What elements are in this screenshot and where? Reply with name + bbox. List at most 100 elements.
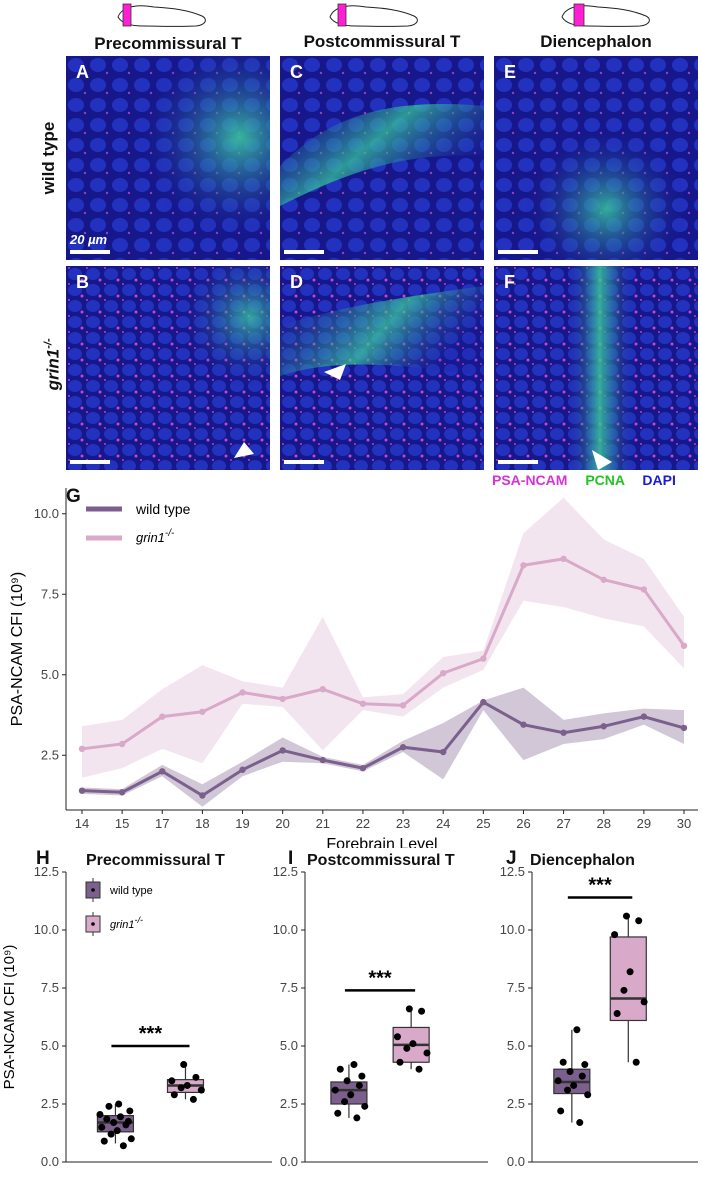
channel-legend: PSA-NCAM PCNA DAPI <box>492 472 676 488</box>
jitter-point <box>168 1077 176 1085</box>
data-point <box>480 698 487 706</box>
jitter-point <box>584 1091 592 1099</box>
data-point <box>239 766 246 773</box>
x-tick-label: 18 <box>195 816 209 831</box>
jitter-point <box>353 1114 361 1122</box>
jitter-point <box>564 1086 572 1094</box>
boxplot-title-precommissural: Precommissural T <box>86 852 225 869</box>
data-point <box>600 723 607 730</box>
x-tick-label: 23 <box>396 816 410 831</box>
scale-bar <box>70 460 110 464</box>
y-tick-label: 5.0 <box>280 1038 298 1053</box>
jitter-point <box>183 1081 191 1089</box>
jitter-point <box>361 1102 369 1110</box>
jitter-point <box>620 986 628 994</box>
jitter-point <box>105 1102 113 1110</box>
box-grin1 <box>609 936 647 1022</box>
jitter-point <box>611 931 619 939</box>
data-point <box>279 747 286 754</box>
channel-psa-ncam: PSA-NCAM <box>492 472 568 488</box>
data-point <box>399 702 407 709</box>
scale-bar <box>498 250 538 254</box>
y-tick-label: 2.5 <box>41 747 59 762</box>
jitter-point <box>98 1123 106 1131</box>
y-tick-label: 0.0 <box>507 1154 525 1169</box>
box-plots: 0.0 2.5 5.0 7.5 10.0 12.5 PSA-NCAM CFI (10⁹) **… <box>1 864 698 1169</box>
panel-letter-C: C <box>290 62 303 82</box>
scale-bar <box>284 250 324 254</box>
legend-label: grin1-/- <box>110 915 143 931</box>
data-point <box>560 555 567 563</box>
jitter-point <box>559 1058 567 1066</box>
data-point <box>600 576 607 583</box>
column-title-postcommissural: Postcommissural T <box>303 32 461 51</box>
jitter-point <box>107 1130 115 1138</box>
x-tick-label: 28 <box>596 816 610 831</box>
significance-label: *** <box>139 1023 163 1045</box>
jitter-point <box>127 1135 135 1143</box>
boxplot-title-diencephalon: Diencephalon <box>530 852 635 869</box>
x-tick-label: 29 <box>637 816 651 831</box>
jitter-point <box>358 1072 366 1080</box>
data-point <box>640 713 648 720</box>
jitter-point <box>336 1065 344 1073</box>
y-tick-label: 10.0 <box>273 922 298 937</box>
jitter-point <box>189 1095 197 1103</box>
scale-bar <box>284 460 324 464</box>
jitter-point <box>180 1061 188 1069</box>
scale-bar <box>70 250 110 254</box>
jitter-point <box>343 1077 351 1085</box>
data-point <box>399 744 407 751</box>
legend-label-grin1: grin1-/- <box>136 528 175 545</box>
x-tick-label: 25 <box>476 816 490 831</box>
jitter-point <box>418 1007 426 1015</box>
data-point <box>359 700 367 707</box>
jitter-point <box>578 1072 586 1080</box>
panel-letter-B: B <box>76 272 89 292</box>
data-point <box>680 724 688 732</box>
jitter-point <box>103 1115 111 1123</box>
data-point <box>239 689 246 696</box>
data-point <box>78 745 86 753</box>
x-tick-label: 14 <box>75 816 89 831</box>
jitter-point <box>331 1086 339 1094</box>
panel-letter-A: A <box>76 62 89 82</box>
panel-letter-D: D <box>290 272 303 292</box>
jitter-point <box>100 1137 108 1145</box>
scale-label: 20 µm <box>70 232 108 247</box>
panel-letter-G: G <box>66 486 81 507</box>
jitter-point <box>341 1098 349 1106</box>
legend-label-wild-type: wild type <box>135 501 191 517</box>
jitter-point <box>126 1107 134 1115</box>
x-tick-label: 20 <box>275 816 289 831</box>
data-point <box>159 768 166 775</box>
x-tick-label: 27 <box>556 816 570 831</box>
jitter-point <box>405 1005 413 1013</box>
legend-dot <box>91 922 95 926</box>
y-tick-label: 7.5 <box>280 980 298 995</box>
jitter-point <box>622 912 630 920</box>
x-axis-title: Forebrain Level <box>326 836 437 848</box>
y-tick-label: 10.0 <box>34 922 59 937</box>
row-label-grin1: grin1-/- <box>42 338 63 391</box>
panel-letter-E: E <box>504 62 517 82</box>
data-point <box>480 655 487 662</box>
column-title-precommissural: Precommissural T <box>94 34 242 53</box>
brain-icons <box>117 3 650 27</box>
series-line-grin1 <box>81 557 686 751</box>
x-tick-label: 17 <box>155 816 169 831</box>
brain-icon <box>561 3 650 27</box>
data-point <box>159 713 166 720</box>
micrograph-B: B <box>66 266 270 470</box>
y-tick-label: 12.5 <box>500 864 525 879</box>
panel-letter-H: H <box>36 848 50 869</box>
jitter-point <box>632 1058 640 1066</box>
data-point <box>440 669 447 677</box>
data-point <box>520 721 527 728</box>
data-point <box>640 586 648 593</box>
significance-label: *** <box>368 967 392 989</box>
data-point <box>440 748 447 756</box>
jitter-point <box>197 1086 205 1094</box>
y-tick-label: 5.0 <box>507 1038 525 1053</box>
jitter-point <box>115 1100 123 1108</box>
